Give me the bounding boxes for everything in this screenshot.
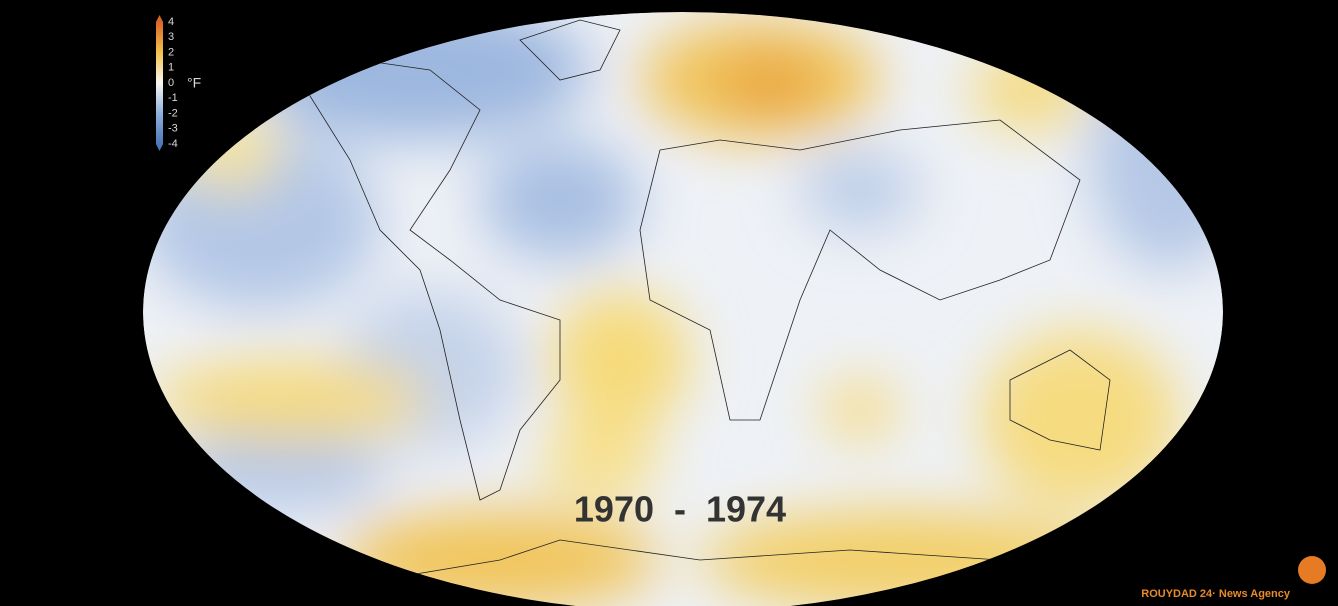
- scale-tick-label: -3: [168, 123, 178, 135]
- color-scale: [156, 22, 163, 144]
- scale-tick-label: 2: [168, 46, 174, 58]
- scale-tick-label: 1: [168, 62, 174, 74]
- scale-unit: °F: [187, 75, 201, 91]
- scale-tick-label: -4: [168, 138, 178, 150]
- scale-tick-label: 3: [168, 31, 174, 43]
- scale-tick-label: 4: [168, 16, 174, 28]
- scale-tick-label: -1: [168, 92, 178, 104]
- logo: [1298, 556, 1326, 584]
- scale-arrow-top: [156, 15, 163, 22]
- period-caption: 1970 - 1974: [574, 489, 786, 530]
- scale-tick-label: 0: [168, 77, 174, 89]
- scale-tick-label: -2: [168, 107, 178, 119]
- watermark: ROUYDAD 24· News Agency: [1141, 588, 1291, 600]
- scale-arrow-bottom: [156, 144, 163, 151]
